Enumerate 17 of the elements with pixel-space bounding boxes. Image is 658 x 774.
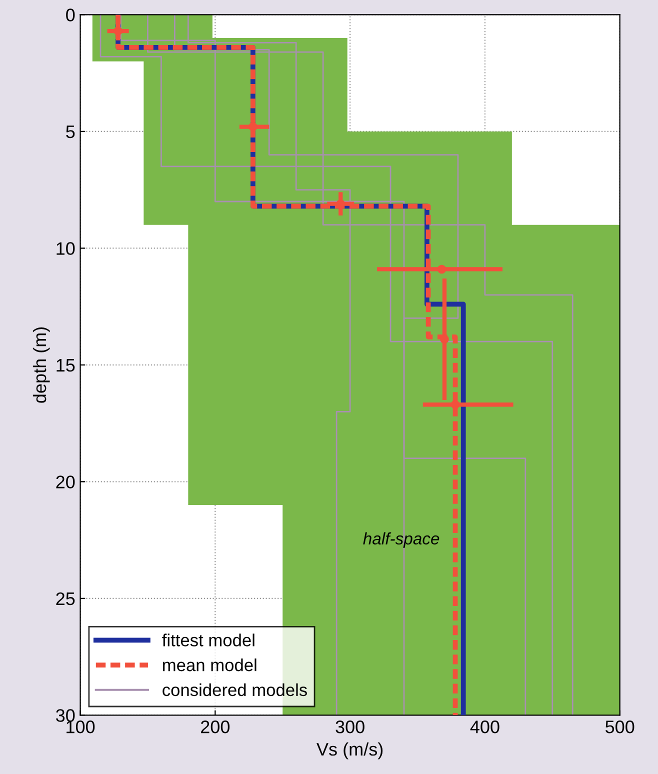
y-axis-title: depth (m) — [32, 327, 50, 403]
legend-label: fittest model — [162, 634, 254, 646]
y-tick-label: 0 — [66, 8, 75, 22]
x-tick-label: 300 — [336, 720, 364, 734]
y-tick-label: 25 — [56, 592, 75, 606]
y-tick-label: 10 — [56, 242, 75, 255]
legend-label: considered models — [162, 683, 307, 696]
y-tick-label: 15 — [56, 359, 75, 372]
legend-label: mean model — [163, 658, 256, 672]
y-tick-label: 20 — [56, 476, 75, 488]
x-tick-label: 200 — [201, 720, 230, 734]
x-tick-label: 100 — [66, 720, 95, 734]
x-tick-label: 500 — [605, 720, 634, 734]
y-tick-label: 5 — [66, 126, 75, 138]
x-tick-label: 400 — [470, 720, 500, 734]
x-axis-title: Vs (m/s) — [316, 742, 383, 760]
y-tick-label: 30 — [56, 709, 75, 722]
